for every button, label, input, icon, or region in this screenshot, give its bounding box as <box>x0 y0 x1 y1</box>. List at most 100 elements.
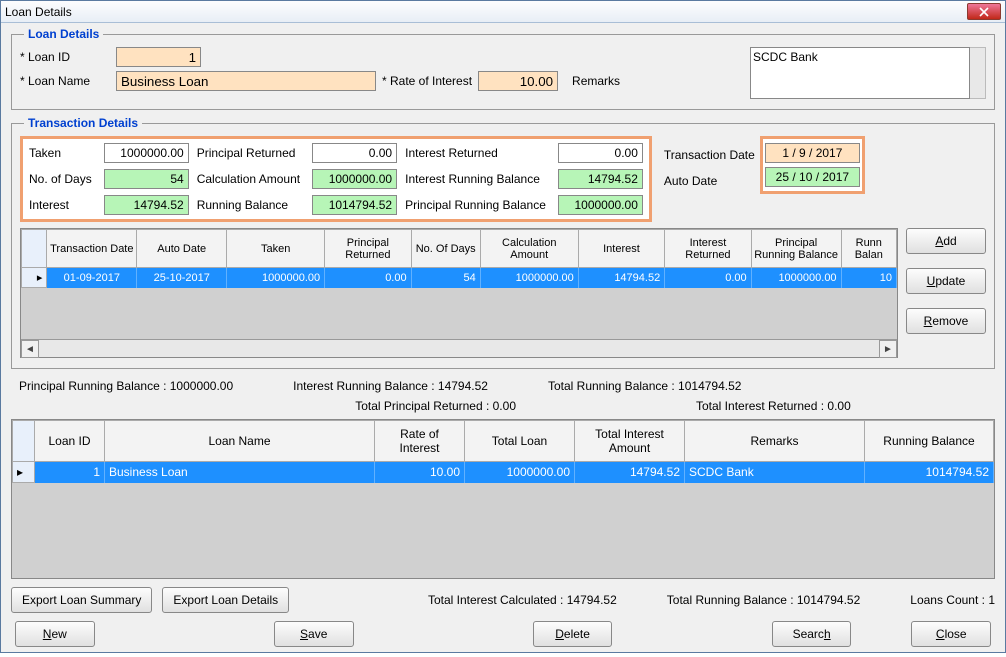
principal-returned-label: Principal Returned <box>193 141 308 165</box>
cell-total-loan: 1000000.00 <box>465 462 575 483</box>
grid-hscrollbar[interactable]: ◄ ► <box>21 339 897 357</box>
interest-running-balance-input[interactable] <box>558 169 643 189</box>
interest-input[interactable] <box>104 195 189 215</box>
summary-line-2: Total Principal Returned : 0.00 Total In… <box>11 397 995 419</box>
loan-name-label: * Loan Name <box>20 74 110 88</box>
transaction-date-label: Transaction Date <box>660 148 760 162</box>
col-no-of-days[interactable]: No. Of Days <box>411 230 480 268</box>
col-total-interest-amount[interactable]: Total Interest Amount <box>575 421 685 462</box>
interest-running-balance-summary: Interest Running Balance : 14794.52 <box>293 379 488 393</box>
export-loan-summary-button[interactable]: Export Loan Summary <box>11 587 152 613</box>
window-title: Loan Details <box>5 5 72 19</box>
scroll-right-button[interactable]: ► <box>879 340 897 358</box>
update-button[interactable]: Update <box>906 268 986 294</box>
window-close-button[interactable] <box>967 3 1001 20</box>
cell-principal-running-balance: 1000000.00 <box>751 268 841 288</box>
delete-button[interactable]: Delete <box>533 621 613 647</box>
col-taken[interactable]: Taken <box>227 230 325 268</box>
cell-loan-name: Business Loan <box>105 462 375 483</box>
interest-returned-input[interactable] <box>558 143 643 163</box>
col-loan-name[interactable]: Loan Name <box>105 421 375 462</box>
transaction-inputs-panel: Taken No. of Days Interest Principal Ret… <box>20 136 652 222</box>
auto-date-label: Auto Date <box>660 174 760 188</box>
loan-details-legend: Loan Details <box>24 27 103 41</box>
cell-remarks: SCDC Bank <box>685 462 865 483</box>
col-transaction-date[interactable]: Transaction Date <box>47 230 137 268</box>
scroll-left-button[interactable]: ◄ <box>21 340 39 358</box>
cell-running-balance: 10 <box>841 268 896 288</box>
loan-id-input[interactable] <box>116 47 201 67</box>
grid-corner <box>22 230 47 268</box>
cell-taken: 1000000.00 <box>227 268 325 288</box>
col-interest[interactable]: Interest <box>578 230 664 268</box>
cell-transaction-date: 01-09-2017 <box>47 268 137 288</box>
col-calculation-amount[interactable]: Calculation Amount <box>480 230 578 268</box>
col-principal-returned[interactable]: Principal Returned <box>325 230 411 268</box>
cell-no-of-days: 54 <box>411 268 480 288</box>
transactions-grid[interactable]: Transaction Date Auto Date Taken Princip… <box>20 228 898 358</box>
col-loan-id[interactable]: Loan ID <box>35 421 105 462</box>
export-loan-details-button[interactable]: Export Loan Details <box>162 587 289 613</box>
col-rate[interactable]: Rate of Interest <box>375 421 465 462</box>
remarks-scrollbar[interactable] <box>970 47 986 99</box>
calculation-amount-label: Calculation Amount <box>193 167 308 191</box>
cell-interest-returned: 0.00 <box>665 268 751 288</box>
total-interest-returned-summary: Total Interest Returned : 0.00 <box>696 399 851 413</box>
new-button[interactable]: New <box>15 621 95 647</box>
table-row[interactable]: ▸ 01-09-2017 25-10-2017 1000000.00 0.00 … <box>22 268 897 288</box>
close-button[interactable]: Close <box>911 621 991 647</box>
row-indicator-2: ▸ <box>13 462 35 483</box>
no-of-days-input[interactable] <box>104 169 189 189</box>
remarks-textarea[interactable]: SCDC Bank <box>750 47 970 99</box>
grid2-corner <box>13 421 35 462</box>
taken-input[interactable] <box>104 143 189 163</box>
taken-label: Taken <box>25 141 100 165</box>
loans-grid[interactable]: Loan ID Loan Name Rate of Interest Total… <box>11 419 995 579</box>
running-balance-label: Running Balance <box>193 193 308 217</box>
transaction-details-legend: Transaction Details <box>24 116 142 130</box>
rate-input[interactable] <box>478 71 558 91</box>
col-remarks[interactable]: Remarks <box>685 421 865 462</box>
col-running-balance[interactable]: RunnBalan <box>841 230 896 268</box>
interest-returned-label: Interest Returned <box>401 141 554 165</box>
loan-name-input[interactable] <box>116 71 376 91</box>
loan-details-window: Loan Details Loan Details * Loan ID * Lo… <box>0 0 1006 653</box>
auto-date-input[interactable] <box>765 167 860 187</box>
cell-rate: 10.00 <box>375 462 465 483</box>
save-button[interactable]: Save <box>274 621 354 647</box>
interest-running-balance-label: Interest Running Balance <box>401 167 554 191</box>
loan-id-label: * Loan ID <box>20 50 110 64</box>
rate-label: * Rate of Interest <box>382 74 472 88</box>
table-row[interactable]: ▸ 1 Business Loan 10.00 1000000.00 14794… <box>13 462 994 483</box>
cell-interest: 14794.52 <box>578 268 664 288</box>
cell-auto-date: 25-10-2017 <box>137 268 227 288</box>
col-total-loan[interactable]: Total Loan <box>465 421 575 462</box>
transaction-date-input[interactable] <box>765 143 860 163</box>
total-running-balance-bottom: Total Running Balance : 1014794.52 <box>667 593 860 607</box>
running-balance-input[interactable] <box>312 195 397 215</box>
total-principal-returned-summary: Total Principal Returned : 0.00 <box>355 399 516 413</box>
col-running-balance-2[interactable]: Running Balance <box>865 421 994 462</box>
summary-line-1: Principal Running Balance : 1000000.00 I… <box>11 375 995 397</box>
cell-tia: 14794.52 <box>575 462 685 483</box>
cell-rb: 1014794.52 <box>865 462 994 483</box>
principal-returned-input[interactable] <box>312 143 397 163</box>
loan-details-groupbox: Loan Details * Loan ID * Loan Name * Rat… <box>11 27 995 110</box>
col-auto-date[interactable]: Auto Date <box>137 230 227 268</box>
col-interest-returned[interactable]: Interest Returned <box>665 230 751 268</box>
calculation-amount-input[interactable] <box>312 169 397 189</box>
remove-button[interactable]: Remove <box>906 308 986 334</box>
principal-running-balance-summary: Principal Running Balance : 1000000.00 <box>19 379 233 393</box>
row-indicator: ▸ <box>22 268 47 288</box>
principal-running-balance-input[interactable] <box>558 195 643 215</box>
loans-count: Loans Count : 1 <box>910 593 995 607</box>
cell-principal-returned: 0.00 <box>325 268 411 288</box>
cell-calculation-amount: 1000000.00 <box>480 268 578 288</box>
interest-label: Interest <box>25 193 100 217</box>
titlebar: Loan Details <box>1 1 1005 23</box>
transaction-details-groupbox: Transaction Details Taken No. of Days In… <box>11 116 995 369</box>
add-button[interactable]: Add <box>906 228 986 254</box>
search-button[interactable]: Search <box>772 621 852 647</box>
dates-panel <box>760 136 865 194</box>
col-principal-running-balance[interactable]: Principal Running Balance <box>751 230 841 268</box>
